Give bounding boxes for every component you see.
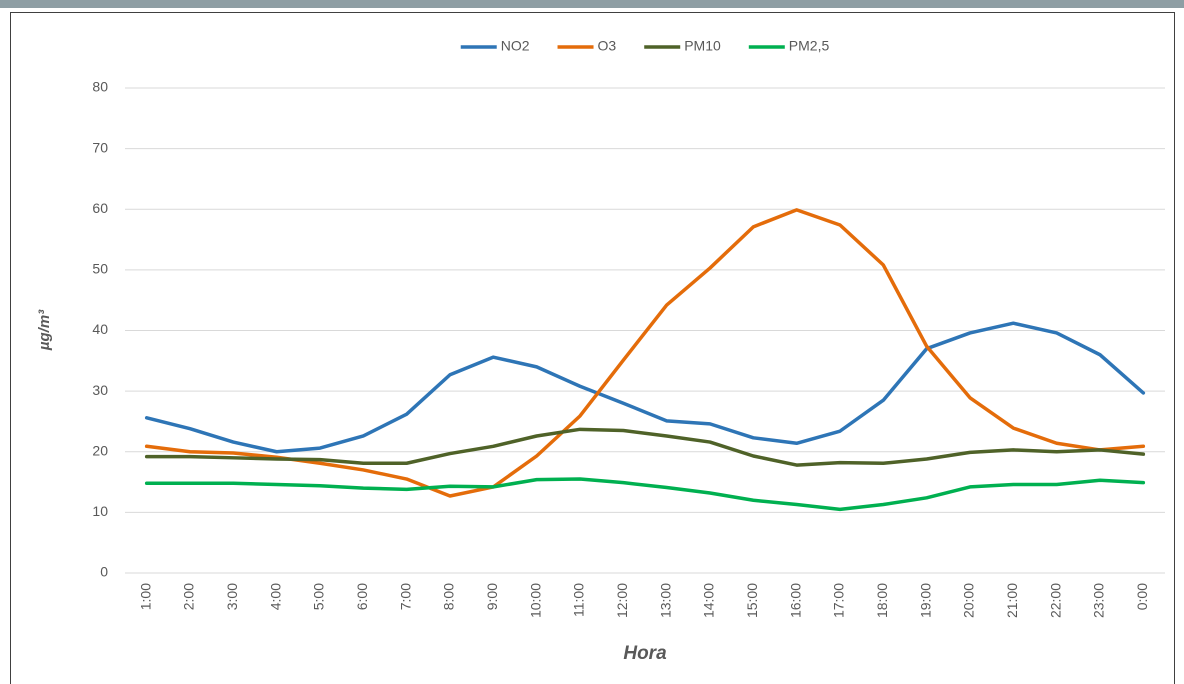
x-tick-label: 5:00 xyxy=(311,583,327,610)
x-tick-label: 23:00 xyxy=(1091,583,1107,618)
x-tick-label: 11:00 xyxy=(571,583,587,617)
y-tick-label: 50 xyxy=(92,261,108,277)
y-tick-label: 0 xyxy=(100,564,108,580)
series-line xyxy=(144,208,1146,498)
x-tick-label: 18:00 xyxy=(874,583,890,618)
legend-label: NO2 xyxy=(501,38,530,54)
legend-label: PM10 xyxy=(684,38,721,54)
legend-label: PM2,5 xyxy=(789,38,830,54)
x-tick-label: 7:00 xyxy=(397,583,413,610)
x-tick-label: 16:00 xyxy=(787,583,803,618)
y-tick-label: 20 xyxy=(92,442,108,458)
x-tick-label: 19:00 xyxy=(917,583,933,618)
y-tick-label: 10 xyxy=(92,503,108,519)
x-tick-label: 10:00 xyxy=(527,583,543,618)
x-tick-label: 9:00 xyxy=(484,583,500,610)
x-tick-label: 22:00 xyxy=(1047,583,1063,618)
x-tick-label: 12:00 xyxy=(614,583,630,618)
x-tick-label: 4:00 xyxy=(267,583,283,610)
chart-frame xyxy=(10,12,1175,684)
y-axis-title: µg/m³ xyxy=(36,309,53,351)
x-tick-label: 0:00 xyxy=(1134,583,1150,610)
y-tick-label: 40 xyxy=(92,321,108,337)
y-tick-label: 80 xyxy=(92,79,108,95)
y-tick-label: 70 xyxy=(92,139,108,155)
x-tick-label: 17:00 xyxy=(831,583,847,618)
x-tick-label: 13:00 xyxy=(657,583,673,618)
x-tick-label: 6:00 xyxy=(354,583,370,610)
x-tick-label: 14:00 xyxy=(701,583,717,618)
x-tick-label: 2:00 xyxy=(181,583,197,610)
y-tick-label: 30 xyxy=(92,382,108,398)
x-tick-label: 15:00 xyxy=(744,583,760,618)
x-tick-label: 3:00 xyxy=(224,583,240,610)
x-tick-label: 1:00 xyxy=(137,583,153,610)
x-tick-label: 20:00 xyxy=(961,583,977,618)
series-line xyxy=(144,477,1146,512)
y-tick-label: 60 xyxy=(92,200,108,216)
top-bar xyxy=(0,0,1184,8)
x-tick-label: 8:00 xyxy=(441,583,457,610)
series-line xyxy=(144,427,1146,467)
x-axis-title: Hora xyxy=(623,643,667,664)
series-line xyxy=(144,321,1146,454)
x-tick-label: 21:00 xyxy=(1004,583,1020,618)
legend-label: O3 xyxy=(598,38,617,54)
